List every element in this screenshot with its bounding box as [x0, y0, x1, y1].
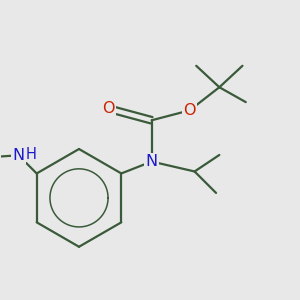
Text: N: N: [146, 154, 158, 169]
Text: O: O: [183, 103, 196, 118]
Text: O: O: [103, 101, 115, 116]
Text: O: O: [103, 101, 115, 116]
Text: H: H: [26, 147, 37, 162]
Text: N: N: [146, 154, 158, 169]
Text: N: N: [12, 148, 25, 163]
Text: N: N: [12, 148, 25, 163]
Text: O: O: [183, 103, 196, 118]
Text: H: H: [26, 147, 37, 162]
